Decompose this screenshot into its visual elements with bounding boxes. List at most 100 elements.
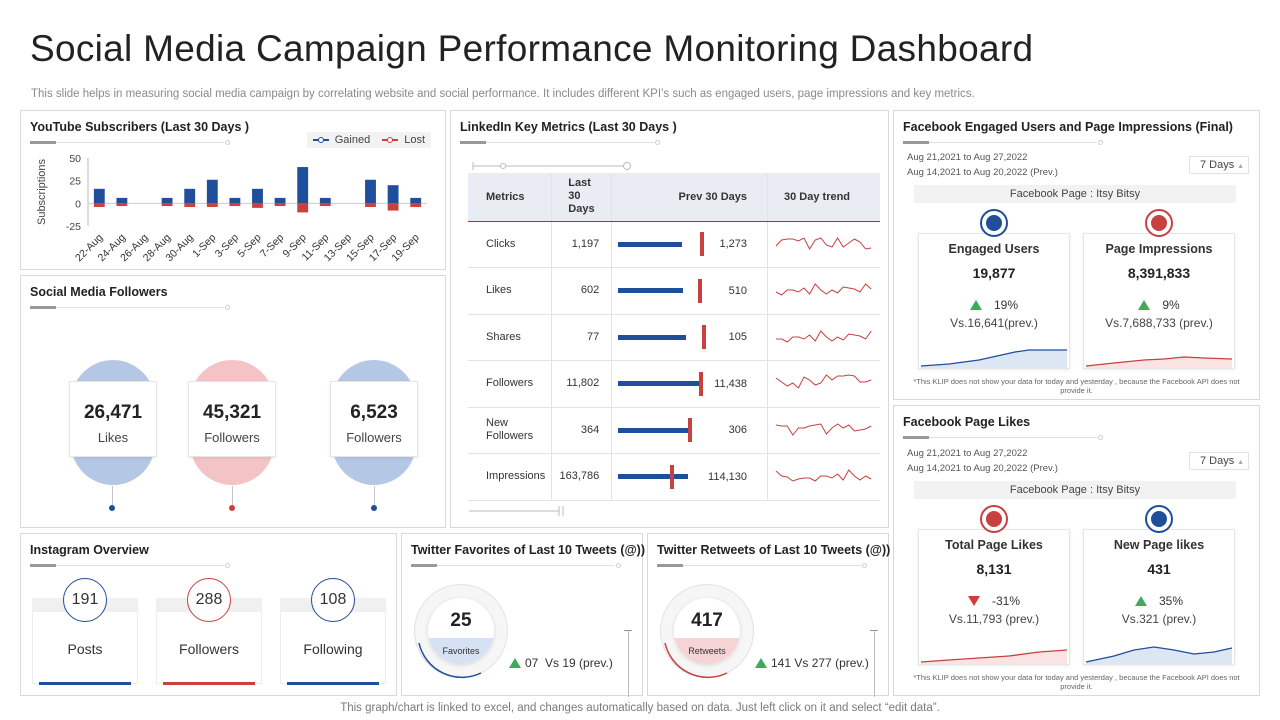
metric-bar-cell: 105 <box>611 314 768 361</box>
fb-new-likes-sparkline <box>1085 646 1233 664</box>
follower-dot <box>371 505 377 511</box>
youtube-title-rule <box>30 140 230 146</box>
fb-engaged-panel: Facebook Engaged Users and Page Impressi… <box>893 110 1260 400</box>
follower-stem <box>374 486 375 508</box>
follower-followers-2-value: 6,523 <box>350 402 398 423</box>
twitter-favorites-vs: Vs 19 (prev.) <box>545 656 613 670</box>
metric-bar-cell: 510 <box>611 267 768 315</box>
linkedin-panel: LinkedIn Key Metrics (Last 30 Days ) Met… <box>450 110 889 528</box>
twitter-retweets-title-rule <box>657 563 867 569</box>
fb-total-likes-heading: Total Page Likes <box>945 538 1043 552</box>
metric-prev: 105 <box>728 331 747 344</box>
metric-marker <box>687 418 692 443</box>
twitter-favorites-caption: Favorites <box>428 638 494 664</box>
metric-bar-cell: 306 <box>611 407 768 454</box>
bar-gained <box>297 167 309 204</box>
twitter-favorites-badge: 25 Favorites <box>428 598 494 664</box>
bar-gained <box>252 188 263 204</box>
legend-lost-label: Lost <box>404 134 425 146</box>
fb-total-likes-prev: Vs.11,793 (prev.) <box>948 612 1040 626</box>
fb-page-impressions-prev: Vs.7,688,733 (prev.) <box>1105 316 1213 330</box>
arrow-up-icon <box>755 658 767 668</box>
metric-trend <box>767 314 880 361</box>
table-row: Clicks 1,197 1,273 <box>468 221 880 268</box>
instagram-panel: Instagram Overview Posts 191 Followers 2… <box>20 533 397 696</box>
linkedin-title: LinkedIn Key Metrics (Last 30 Days ) <box>460 120 677 134</box>
col-last: Last 30 Days <box>551 173 612 222</box>
metric-name: Likes <box>468 267 552 315</box>
metric-trend <box>767 453 880 501</box>
linkedin-table: Metrics Last 30 Days Prev 30 Days 30 Day… <box>468 173 880 501</box>
metric-trend <box>767 407 880 454</box>
fb-new-likes-value: 431 <box>1147 561 1171 577</box>
bar-lost <box>252 203 263 208</box>
fb-likes-range-value: 7 Days <box>1200 455 1235 467</box>
fb-engaged-note: *This KLIP does not show your data for t… <box>913 377 1240 395</box>
fb-card-new-page-likes: New Page likes 431 35% Vs.321 (prev.) <box>1083 529 1235 665</box>
table-row: Impressions 163,786 114,130 <box>468 453 880 501</box>
metric-bar-cell: 1,273 <box>611 221 768 268</box>
youtube-chart: 50250-25Subscriptions22-Aug24-Aug26-Aug2… <box>36 153 427 264</box>
metric-marker <box>700 232 705 257</box>
bar-lost <box>319 203 331 207</box>
y-tick-label: -25 <box>66 221 81 233</box>
legend-gained-label: Gained <box>334 134 371 146</box>
col-prev: Prev 30 Days <box>611 173 768 222</box>
col-trend: 30 Day trend <box>767 173 880 222</box>
metric-prev: 306 <box>728 424 747 437</box>
metric-marker <box>698 278 703 303</box>
metric-bar <box>618 334 686 340</box>
arrow-up-icon <box>1138 300 1151 310</box>
youtube-panel: YouTube Subscribers (Last 30 Days ) Gain… <box>20 110 446 270</box>
linkedin-title-rule <box>460 140 660 146</box>
follower-likes-value: 26,471 <box>83 402 143 423</box>
trend-sparkline <box>776 329 872 343</box>
fb-new-likes-prev: Vs.321 (prev.) <box>1121 612 1197 626</box>
metric-bar-cell: 11,438 <box>611 360 768 408</box>
bar-gained <box>93 188 105 204</box>
metric-marker <box>669 464 674 489</box>
metric-last: 11,802 <box>551 360 612 408</box>
twitter-favorites-value: 25 <box>450 610 472 631</box>
instagram-title-rule <box>30 563 230 569</box>
metric-trend <box>767 221 880 268</box>
metric-marker <box>699 371 704 396</box>
thumbs-up-icon <box>980 505 1008 533</box>
ig-posts-underline <box>39 682 131 685</box>
ig-following-value: 108 <box>311 578 355 622</box>
metric-trend <box>767 267 880 315</box>
bar-lost <box>161 203 173 207</box>
trend-sparkline <box>775 423 872 436</box>
fb-engaged-users-value: 19,877 <box>972 265 1016 281</box>
fb-likes-date-current: Aug 21,2021 to Aug 27,2022 <box>907 448 1028 459</box>
fb-total-likes-value: 8,131 <box>976 561 1012 577</box>
fb-likes-page-label: Facebook Page : Itsy Bitsy <box>914 481 1236 499</box>
fb-engaged-range-select[interactable]: 7 Days ▲ <box>1189 156 1249 174</box>
bar-gained <box>387 185 399 204</box>
bar-lost <box>229 203 241 207</box>
fb-engaged-users-change: 19% <box>993 298 1019 312</box>
twitter-retweets-badge: 417 Retweets <box>674 598 740 664</box>
follower-dot <box>109 505 115 511</box>
arrow-up-icon <box>1134 596 1147 606</box>
bar-gained <box>184 188 196 204</box>
twitter-favorites-compare: 07 Vs 19 (prev.) <box>509 656 613 670</box>
y-axis-label: Subscriptions <box>36 158 48 225</box>
presentation-icon <box>1145 209 1173 237</box>
instagram-title: Instagram Overview <box>30 543 149 557</box>
followers-panel: Social Media Followers 26,471 Likes 45,3… <box>20 275 446 528</box>
metric-prev: 11,438 <box>714 377 747 390</box>
follower-followers-2-label: Followers <box>346 430 402 445</box>
fb-card-total-page-likes: Total Page Likes 8,131 -31% Vs.11,793 (p… <box>918 529 1070 665</box>
x-tick-label: 7-Sep <box>258 232 286 260</box>
ig-following-label: Following <box>303 641 363 657</box>
fb-total-likes-change: -31% <box>991 594 1020 608</box>
bar-gained <box>319 197 331 204</box>
twitter-retweets-caption: Retweets <box>674 638 740 664</box>
legend-gained-swatch <box>312 137 329 143</box>
ig-card-posts: Posts <box>32 598 138 684</box>
fb-engaged-page-label: Facebook Page : Itsy Bitsy <box>914 185 1236 203</box>
metric-name: Impressions <box>468 453 552 501</box>
page-title: Social Media Campaign Performance Monito… <box>30 28 1034 69</box>
fb-likes-range-select[interactable]: 7 Days ▲ <box>1189 452 1249 470</box>
